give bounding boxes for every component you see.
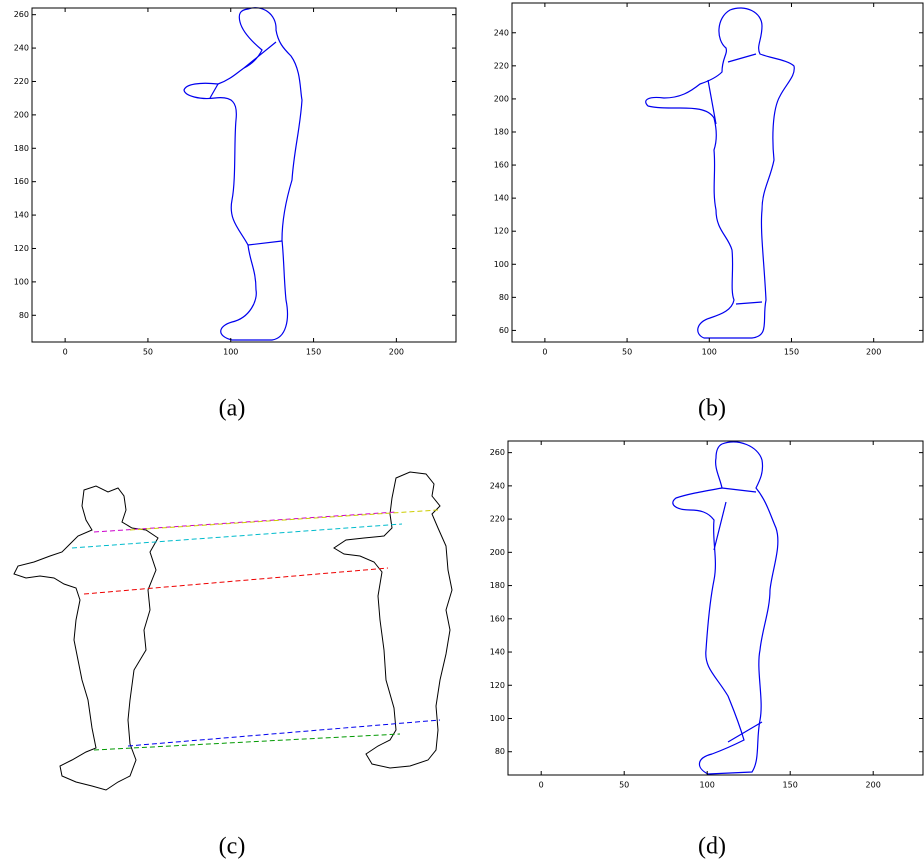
panel-label: (a) [219,396,246,422]
x-tick-label: 50 [622,348,632,357]
y-tick-label: 220 [494,61,509,70]
x-tick-label: 150 [783,781,798,790]
x-tick-label: 100 [702,348,717,357]
x-tick-label: 200 [866,781,881,790]
y-tick-label: 180 [494,127,509,136]
y-tick-label: 80 [499,293,509,302]
figure: (a) 0 50 100 150 200 80 100 120 140 160 180 200 220 24… [0,0,924,867]
y-tick-label: 200 [490,548,505,557]
x-tick-label: 0 [539,781,544,790]
x-tick-label: 50 [619,781,629,790]
silhouette-b [646,8,795,338]
y-tick-label: 80 [495,747,505,756]
y-tick-label: 60 [499,326,509,335]
y-tick-label: 120 [14,244,29,253]
y-tick-label: 200 [14,110,29,119]
y-tick-label: 240 [490,481,505,490]
y-tick-label: 180 [490,581,505,590]
axes-box [32,8,456,342]
y-tick-label: 120 [490,681,505,690]
y-tick-label: 140 [490,648,505,657]
y-tick-label: 140 [494,194,509,203]
y-tick-label: 160 [14,177,29,186]
x-tick-label: 0 [63,348,68,357]
y-tick-label: 240 [14,44,29,53]
panel-label: (d) [698,834,726,860]
panel-label: (c) [219,834,246,860]
contours-c [14,472,452,790]
y-tick-label: 240 [494,28,509,37]
x-tick-label: 200 [389,348,404,357]
y-tick-label: 100 [490,714,505,723]
y-tick-label: 200 [494,94,509,103]
silhouette-a [184,8,302,340]
x-tick-label: 150 [784,348,799,357]
y-tick-label: 120 [494,227,509,236]
x-tick-label: 100 [700,781,715,790]
y-tick-label: 180 [14,144,29,153]
y-tick-label: 220 [14,77,29,86]
y-tick-label: 260 [490,448,505,457]
y-tick-label: 100 [494,260,509,269]
silhouette-d [673,442,778,774]
panel-label: (b) [698,396,726,422]
y-tick-label: 100 [14,277,29,286]
x-tick-label: 0 [542,348,547,357]
x-tick-label: 100 [223,348,238,357]
y-tick-label: 160 [494,161,509,170]
axes-box [508,441,923,775]
y-tick-label: 80 [19,311,29,320]
x-tick-label: 50 [143,348,153,357]
y-tick-label: 260 [14,10,29,19]
x-tick-label: 200 [866,348,881,357]
y-tick-label: 220 [490,515,505,524]
y-tick-label: 140 [14,211,29,220]
axes-box [512,3,923,342]
y-tick-label: 160 [490,614,505,623]
x-tick-label: 150 [306,348,321,357]
